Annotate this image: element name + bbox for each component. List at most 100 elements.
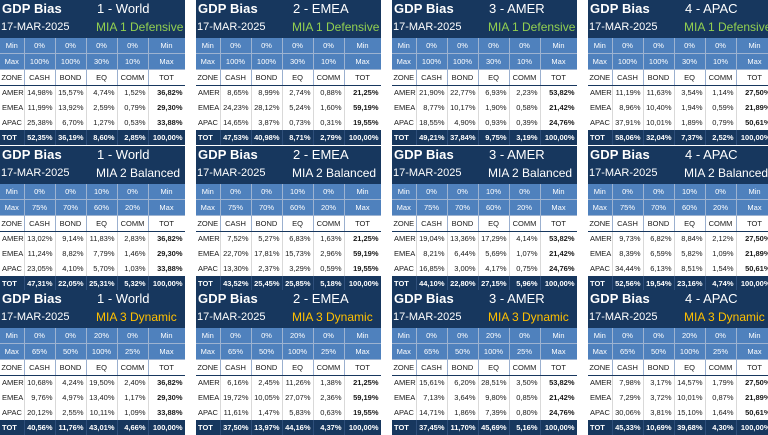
allocation-table: Min 0% 0% 20% 0% Min Max 65% 50% 100% 25% Max ZONE… <box>588 328 768 435</box>
zone-row-cell: 3,64% <box>447 390 479 405</box>
zone-row-cell: 50,61% <box>736 405 768 420</box>
zone-row-cell: 2,23% <box>509 85 541 100</box>
min-row-cell: 0% <box>251 184 283 200</box>
total-row-cell: TOT <box>196 130 221 145</box>
panel-mia-profile: MIA 2 Balanced <box>488 166 573 180</box>
column-header-cell: COMM <box>509 69 541 86</box>
zone-row: AMER 13,02% 9,14% 11,83% 2,83% 36,82% <box>0 231 185 246</box>
column-header-cell: BOND <box>447 359 479 376</box>
column-header-cell: EQ <box>86 215 118 232</box>
panel-header: GDP Bias 1 - World 17-MAR-2025 MIA 2 Bal… <box>0 146 185 184</box>
total-row-cell: TOT <box>0 420 25 435</box>
zone-row-cell: APAC <box>0 261 25 276</box>
total-row-cell: 52,35% <box>24 130 56 145</box>
min-row-cell: 0% <box>447 184 479 200</box>
allocation-panel: GDP Bias 3 - AMER 17-MAR-2025 MIA 1 Defe… <box>392 0 577 145</box>
total-row-cell: TOT <box>588 276 613 291</box>
max-row-cell: Max <box>196 343 221 360</box>
zone-row-cell: 21,89% <box>736 100 768 115</box>
max-row-cell: 60% <box>478 199 510 216</box>
panel-mia-profile: MIA 3 Dynamic <box>292 310 373 324</box>
min-row-cell: 0% <box>117 38 149 54</box>
zone-row-cell: 14,57% <box>674 375 706 390</box>
min-row-cell: 0% <box>55 38 87 54</box>
zone-row-cell: 5,70% <box>86 261 118 276</box>
zone-row-cell: AMER <box>0 375 25 390</box>
column-header-cell: BOND <box>643 215 675 232</box>
panel-date: 17-MAR-2025 <box>1 311 70 323</box>
min-row-cell: 20% <box>282 328 314 344</box>
zone-row-cell: EMEA <box>392 390 417 405</box>
panel-mia-profile: MIA 1 Defensive <box>292 20 380 34</box>
min-row-cell: 0% <box>24 328 56 344</box>
zone-row-cell: AMER <box>0 231 25 246</box>
max-row-cell: 25% <box>313 343 345 360</box>
allocation-panel: GDP Bias 2 - EMEA 17-MAR-2025 MIA 1 Defe… <box>196 0 381 145</box>
max-row-cell: Max <box>0 53 25 70</box>
panel-date: 17-MAR-2025 <box>589 21 658 33</box>
max-row-cell: Max <box>588 343 613 360</box>
zone-row: EMEA 9,76% 4,97% 13,40% 1,17% 29,30% <box>0 390 185 405</box>
total-row-cell: 2,85% <box>117 130 149 145</box>
allocation-panel: GDP Bias 4 - APAC 17-MAR-2025 MIA 2 Bala… <box>588 146 768 291</box>
max-row-cell: 30% <box>86 53 118 70</box>
zone-row-cell: 8,51% <box>674 261 706 276</box>
min-row: Min 0% 0% 10% 0% Min <box>196 184 381 200</box>
zone-row-cell: 15,73% <box>282 246 314 261</box>
total-row-cell: 25,45% <box>251 276 283 291</box>
total-row-cell: 7,37% <box>674 130 706 145</box>
total-row-cell: 100,00% <box>540 276 577 291</box>
min-row-cell: Min <box>148 328 185 344</box>
column-header-cell: TOT <box>736 69 768 86</box>
zone-row: APAC 16,85% 3,00% 4,17% 0,75% 24,76% <box>392 261 577 276</box>
total-row-cell: TOT <box>0 276 25 291</box>
column-header-cell: COMM <box>313 69 345 86</box>
total-row-cell: 100,00% <box>344 276 381 291</box>
zone-row-cell: EMEA <box>196 246 221 261</box>
zone-row-cell: 1,07% <box>509 246 541 261</box>
column-header-cell: CASH <box>24 359 56 376</box>
allocation-table: Min 0% 0% 10% 0% Min Max 75% 70% 60% 20% Max ZONE C… <box>392 184 577 291</box>
zone-row-cell: EMEA <box>0 246 25 261</box>
zone-row-cell: 50,61% <box>736 115 768 130</box>
total-row: TOT 40,56% 11,76% 43,01% 4,66% 100,00% <box>0 420 185 435</box>
max-row-cell: 100% <box>674 343 706 360</box>
total-row-cell: 11,70% <box>447 420 479 435</box>
zone-row-cell: 16,85% <box>416 261 448 276</box>
zone-row-cell: 6,83% <box>282 231 314 246</box>
total-row-cell: 4,37% <box>313 420 345 435</box>
panel-mia-profile: MIA 2 Balanced <box>292 166 377 180</box>
zone-row-cell: 10,68% <box>24 375 56 390</box>
zone-row-cell: 8,77% <box>416 100 448 115</box>
zone-row-cell: 4,17% <box>478 261 510 276</box>
zone-row-cell: 17,81% <box>251 246 283 261</box>
max-row-cell: 20% <box>705 199 737 216</box>
max-row: Max 100% 100% 30% 10% Max <box>196 53 381 70</box>
max-row: Max 65% 50% 100% 25% Max <box>196 343 381 360</box>
min-row-cell: 0% <box>705 38 737 54</box>
total-row-cell: 58,06% <box>612 130 644 145</box>
allocation-table: Min 0% 0% 0% 0% Min Max 100% 100% 30% 10% Max ZONE… <box>196 38 381 145</box>
total-row: TOT 45,33% 10,69% 39,68% 4,30% 100,00% <box>588 420 768 435</box>
zone-row-cell: 21,42% <box>540 100 577 115</box>
min-row-cell: 0% <box>416 184 448 200</box>
zone-row-cell: 20,12% <box>24 405 56 420</box>
zone-row-cell: 2,96% <box>313 246 345 261</box>
min-row-cell: 0% <box>24 38 56 54</box>
max-row-cell: 10% <box>313 53 345 70</box>
zone-row-cell: 50,61% <box>736 261 768 276</box>
zone-row-cell: 1,38% <box>313 375 345 390</box>
panel-mia-profile: MIA 2 Balanced <box>96 166 181 180</box>
max-row-cell: Max <box>392 53 417 70</box>
zone-row-cell: 7,39% <box>478 405 510 420</box>
zone-row-cell: 19,55% <box>344 115 381 130</box>
zone-row-cell: 13,40% <box>86 390 118 405</box>
panel-header: GDP Bias 1 - World 17-MAR-2025 MIA 1 Def… <box>0 0 185 38</box>
zone-row-cell: 0,59% <box>313 261 345 276</box>
min-row-cell: 0% <box>447 38 479 54</box>
panel-title: GDP Bias <box>2 291 62 306</box>
total-row-cell: 37,50% <box>220 420 252 435</box>
total-row-cell: 27,15% <box>478 276 510 291</box>
total-row-cell: TOT <box>588 420 613 435</box>
zone-row-cell: 4,24% <box>55 375 87 390</box>
